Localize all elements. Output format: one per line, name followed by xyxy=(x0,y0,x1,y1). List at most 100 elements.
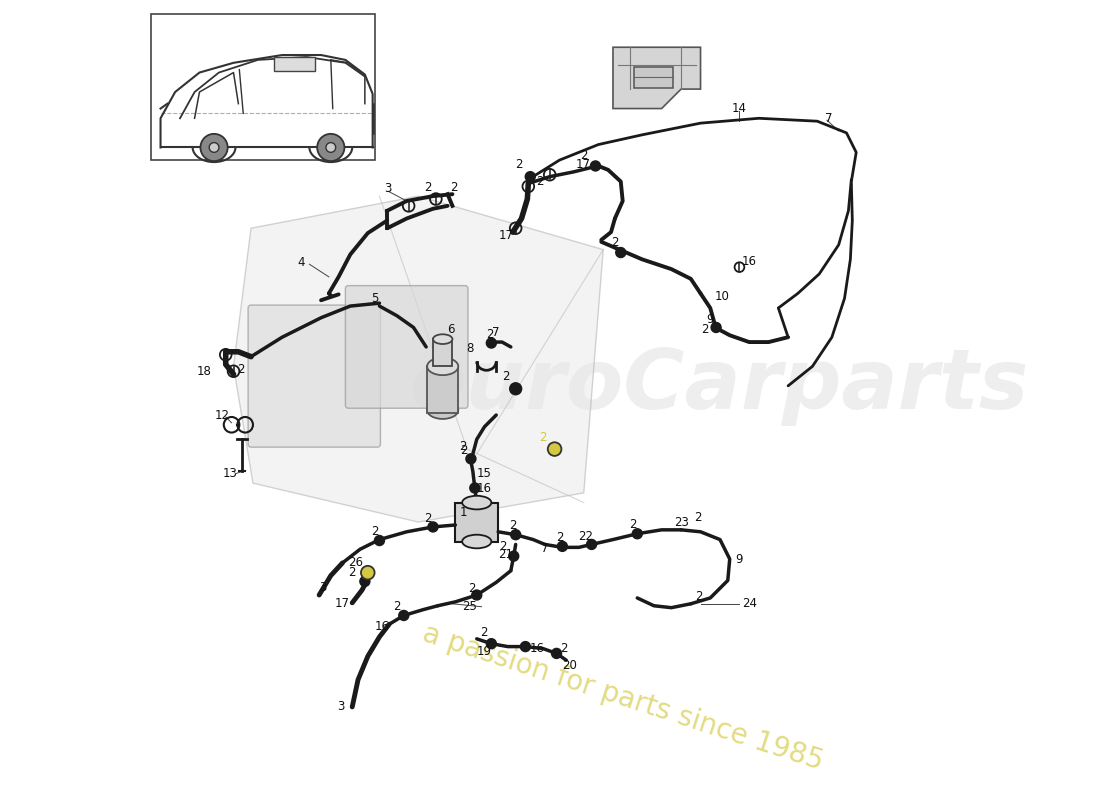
Circle shape xyxy=(548,442,561,456)
Text: 16: 16 xyxy=(741,255,757,268)
Text: 2: 2 xyxy=(695,590,702,603)
Text: 2: 2 xyxy=(450,181,458,194)
Text: 26: 26 xyxy=(348,557,363,570)
Text: 10: 10 xyxy=(715,290,729,303)
Text: 2: 2 xyxy=(238,363,245,376)
Text: 17: 17 xyxy=(336,598,350,610)
Circle shape xyxy=(632,529,642,538)
Text: 16: 16 xyxy=(529,642,544,655)
Text: 22: 22 xyxy=(579,530,593,543)
Text: 9: 9 xyxy=(736,553,744,566)
Bar xyxy=(433,339,452,366)
Text: 3: 3 xyxy=(337,701,344,714)
Text: 2: 2 xyxy=(612,236,618,250)
Ellipse shape xyxy=(433,334,452,344)
Text: 20: 20 xyxy=(562,658,576,671)
Text: 18: 18 xyxy=(197,365,212,378)
Text: 2: 2 xyxy=(461,443,468,457)
Circle shape xyxy=(466,454,476,464)
Circle shape xyxy=(509,383,521,394)
Bar xyxy=(635,66,673,88)
Circle shape xyxy=(361,566,375,579)
Text: euroCarparts: euroCarparts xyxy=(410,346,1030,426)
Text: 2: 2 xyxy=(629,518,636,531)
Text: 17: 17 xyxy=(498,229,514,242)
Text: 16: 16 xyxy=(375,620,389,633)
Text: 7: 7 xyxy=(825,112,833,125)
Text: 7: 7 xyxy=(493,326,500,339)
Circle shape xyxy=(326,142,336,152)
Circle shape xyxy=(317,134,344,161)
Text: 2: 2 xyxy=(503,370,509,382)
Bar xyxy=(427,366,459,413)
Text: 2: 2 xyxy=(480,626,487,638)
Circle shape xyxy=(712,322,720,332)
Text: 2: 2 xyxy=(393,600,400,614)
Circle shape xyxy=(472,590,482,600)
Text: 2: 2 xyxy=(486,328,493,341)
Text: 2: 2 xyxy=(425,512,432,525)
Text: 2: 2 xyxy=(349,566,356,579)
Text: 2: 2 xyxy=(539,431,547,444)
Text: 21: 21 xyxy=(498,548,514,561)
FancyBboxPatch shape xyxy=(345,286,467,408)
Circle shape xyxy=(486,639,496,649)
Text: 15: 15 xyxy=(477,467,492,480)
Text: a passion for parts since 1985: a passion for parts since 1985 xyxy=(419,619,826,775)
Circle shape xyxy=(509,551,518,561)
Text: 25: 25 xyxy=(462,600,477,614)
Text: 24: 24 xyxy=(741,598,757,610)
Text: 6: 6 xyxy=(447,323,454,336)
Text: 2: 2 xyxy=(515,158,522,171)
Ellipse shape xyxy=(427,358,459,375)
Bar xyxy=(151,14,375,160)
Text: 2: 2 xyxy=(425,181,432,194)
Circle shape xyxy=(365,570,371,575)
Ellipse shape xyxy=(427,402,459,419)
Circle shape xyxy=(526,172,535,182)
Circle shape xyxy=(470,483,480,493)
Text: 12: 12 xyxy=(214,409,229,422)
Circle shape xyxy=(586,539,596,550)
Text: 9: 9 xyxy=(706,313,714,326)
Text: 2: 2 xyxy=(499,540,507,553)
Text: 2: 2 xyxy=(460,440,466,453)
Text: 4: 4 xyxy=(298,256,306,269)
Circle shape xyxy=(200,134,228,161)
Circle shape xyxy=(520,642,530,651)
Text: 2: 2 xyxy=(536,175,543,188)
Text: 17: 17 xyxy=(575,158,591,171)
Text: 14: 14 xyxy=(732,102,747,115)
Text: 8: 8 xyxy=(466,342,474,355)
Text: 2: 2 xyxy=(509,519,517,533)
Text: 1: 1 xyxy=(460,506,466,519)
Circle shape xyxy=(591,161,601,171)
Text: 16: 16 xyxy=(477,482,492,494)
Ellipse shape xyxy=(462,496,492,510)
Text: 2: 2 xyxy=(556,531,563,544)
Text: 2: 2 xyxy=(561,642,568,655)
Ellipse shape xyxy=(462,534,492,548)
Text: 19: 19 xyxy=(477,645,492,658)
Text: 7: 7 xyxy=(541,542,549,555)
Circle shape xyxy=(375,536,384,546)
Text: 2: 2 xyxy=(694,510,702,524)
Text: 3: 3 xyxy=(385,182,392,195)
Circle shape xyxy=(616,248,626,258)
Bar xyxy=(455,502,498,542)
Circle shape xyxy=(360,577,370,586)
Text: 2: 2 xyxy=(580,149,587,162)
Text: 5: 5 xyxy=(371,292,378,305)
Circle shape xyxy=(558,542,568,551)
Text: 2: 2 xyxy=(469,582,475,594)
Polygon shape xyxy=(613,47,701,109)
Circle shape xyxy=(510,530,520,539)
Text: 3: 3 xyxy=(319,581,327,594)
Circle shape xyxy=(209,142,219,152)
Bar xyxy=(274,57,316,70)
Text: 2: 2 xyxy=(371,526,378,538)
FancyBboxPatch shape xyxy=(249,305,381,447)
Text: 23: 23 xyxy=(673,515,689,529)
Circle shape xyxy=(428,522,438,532)
Polygon shape xyxy=(233,196,603,522)
